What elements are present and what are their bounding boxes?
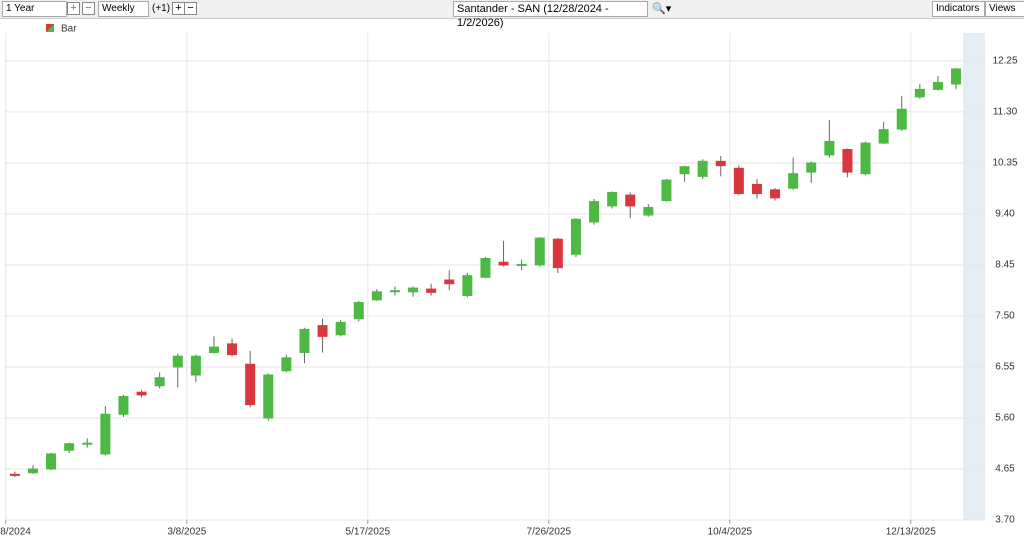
indicators-button[interactable]: Indicators xyxy=(932,1,985,17)
x-tick-label: 12/13/2025 xyxy=(886,527,936,538)
x-tick-label: 10/4/2025 xyxy=(708,527,753,538)
toolbar: 1 Year + − Weekly (+1) + − Santander - S… xyxy=(0,0,1024,29)
candle-body xyxy=(480,258,491,278)
y-tick-label: 7.50 xyxy=(995,311,1015,322)
candle-body xyxy=(190,355,201,376)
candle-body xyxy=(426,288,437,293)
candle-body xyxy=(679,166,690,175)
candle-body xyxy=(154,377,165,387)
candle-body xyxy=(227,343,238,356)
candle-body xyxy=(914,88,925,98)
candle-body xyxy=(353,302,364,320)
candle-body xyxy=(715,160,726,167)
candle-body xyxy=(281,357,292,372)
candle-body xyxy=(552,238,563,269)
candle-body xyxy=(788,173,799,189)
candle-body xyxy=(951,68,962,85)
candle-body xyxy=(444,279,455,285)
interval-select[interactable]: Weekly xyxy=(98,1,149,17)
legend-label: Bar xyxy=(61,24,77,35)
offset-minus[interactable]: − xyxy=(184,2,197,15)
future-area xyxy=(963,33,985,520)
candle-body xyxy=(607,191,618,207)
candle-body xyxy=(118,396,129,415)
candle-body xyxy=(751,183,762,195)
candle-body xyxy=(64,443,75,451)
candle-body xyxy=(462,275,473,297)
candle-body xyxy=(516,263,527,266)
candle-body xyxy=(806,162,817,173)
candle-body xyxy=(335,321,346,336)
candle-body xyxy=(498,261,509,266)
candle-body xyxy=(317,325,328,337)
x-tick-label: 12/28/2024 xyxy=(0,527,31,538)
candle-body xyxy=(172,355,183,368)
x-tick-label: 7/26/2025 xyxy=(527,527,572,538)
candle-body xyxy=(408,287,419,293)
y-tick-label: 11.30 xyxy=(993,107,1018,118)
zoom-out[interactable]: − xyxy=(82,2,95,15)
candle-body xyxy=(896,108,907,130)
candle-body xyxy=(82,442,93,445)
candle-body xyxy=(570,218,581,255)
x-tick-label: 3/8/2025 xyxy=(167,527,206,538)
candle-body xyxy=(842,149,853,173)
y-tick-label: 4.65 xyxy=(995,464,1015,475)
candle-body xyxy=(299,328,310,353)
candle-body xyxy=(9,473,20,476)
candle-body xyxy=(697,160,708,177)
symbol-box[interactable]: Santander - SAN (12/28/2024 - 1/2/2026) xyxy=(453,1,648,29)
candle-body xyxy=(245,363,256,406)
candle-body xyxy=(27,468,38,474)
candle-body xyxy=(389,290,400,293)
y-tick-label: 8.45 xyxy=(995,260,1015,271)
y-tick-label: 12.25 xyxy=(992,56,1017,67)
candle-body xyxy=(643,207,654,216)
search-icon[interactable]: 🔍▾ xyxy=(652,3,672,15)
views-button[interactable]: Views xyxy=(985,1,1024,17)
candle-body xyxy=(136,391,147,396)
candle-body xyxy=(860,142,871,175)
y-tick-label: 10.35 xyxy=(992,158,1017,169)
candle-body xyxy=(208,346,219,353)
range-select[interactable]: 1 Year xyxy=(2,1,67,17)
y-tick-label: 3.70 xyxy=(995,515,1015,526)
candle-body xyxy=(46,453,57,470)
candle-body xyxy=(371,291,382,301)
candle-body xyxy=(625,194,636,207)
offset: (+1) xyxy=(152,3,171,14)
candle-body xyxy=(589,201,600,223)
candle-body xyxy=(661,179,672,202)
x-tick-label: 5/17/2025 xyxy=(346,527,391,538)
candle-body xyxy=(932,81,943,90)
candle-body xyxy=(878,129,889,144)
candle-body xyxy=(100,413,111,455)
y-tick-label: 6.55 xyxy=(995,362,1015,373)
y-tick-label: 9.40 xyxy=(995,209,1015,220)
candle-body xyxy=(263,374,274,419)
y-tick-label: 5.60 xyxy=(995,413,1015,424)
candle-body xyxy=(733,167,744,195)
candle-body xyxy=(824,140,835,156)
candle-body xyxy=(534,237,545,266)
zoom-in[interactable]: + xyxy=(67,2,80,15)
candle-body xyxy=(770,189,781,199)
legend-icon-down xyxy=(46,24,54,32)
